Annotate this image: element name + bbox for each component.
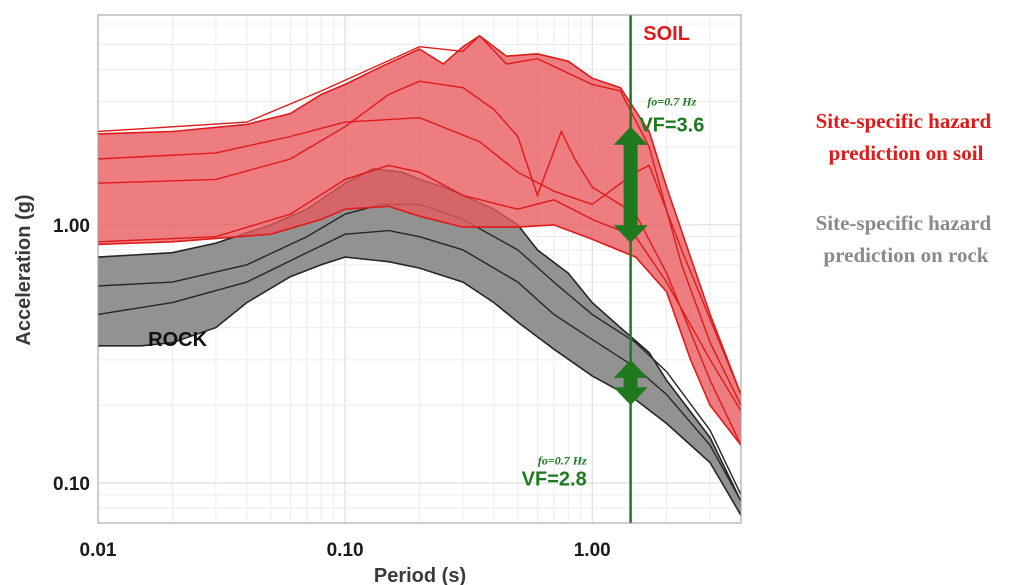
plot-frame (97, 14, 742, 524)
annotation-soil: SOIL (643, 23, 690, 45)
soil-band-upper (98, 34, 741, 395)
y-tick-label: 0.10 (53, 474, 90, 495)
annotation-fo_soil: fo=0.7 Hz (647, 94, 696, 108)
markers (613, 126, 648, 406)
tick-labels: 0.01 0.10 1.00 0.10 1.00 (53, 216, 611, 561)
side-note-rock: Site-specific hazard prediction on rock (816, 211, 997, 267)
side-note-rock-line-1: Site-specific hazard (816, 211, 992, 235)
x-axis-title: Period (s) (374, 565, 466, 585)
soil-curve (98, 164, 741, 412)
annotation-fo_rock: fo=0.7 Hz (538, 453, 587, 467)
soil-band-fill (98, 35, 741, 446)
rock-band-fill (98, 168, 741, 516)
annotation-rock: ROCK (148, 329, 207, 351)
annotation-vf_soil: VF=3.6 (639, 114, 704, 136)
side-note-soil-line-2: prediction on soil (829, 141, 984, 165)
x-tick-label: 0.10 (327, 540, 364, 561)
soil-arrow-marker (613, 126, 648, 244)
soil-curve (98, 80, 741, 446)
soil-curve (98, 116, 741, 395)
soil-band-lower (98, 205, 741, 446)
y-axis-title: Acceleration (g) (13, 194, 35, 345)
x-tick-label: 1.00 (574, 540, 611, 561)
rock-arrow-marker (613, 359, 648, 406)
soil-curve (98, 34, 741, 406)
x-tick-label: 0.01 (80, 540, 117, 561)
annotation-vf_rock: VF=2.8 (522, 468, 587, 490)
side-note-rock-line-2: prediction on rock (824, 243, 989, 267)
y-tick-label: 1.00 (53, 216, 90, 237)
side-note-soil-line-1: Site-specific hazard (816, 109, 992, 133)
rock-curve (98, 229, 741, 502)
side-note-soil: Site-specific hazard prediction on soil (816, 109, 997, 165)
